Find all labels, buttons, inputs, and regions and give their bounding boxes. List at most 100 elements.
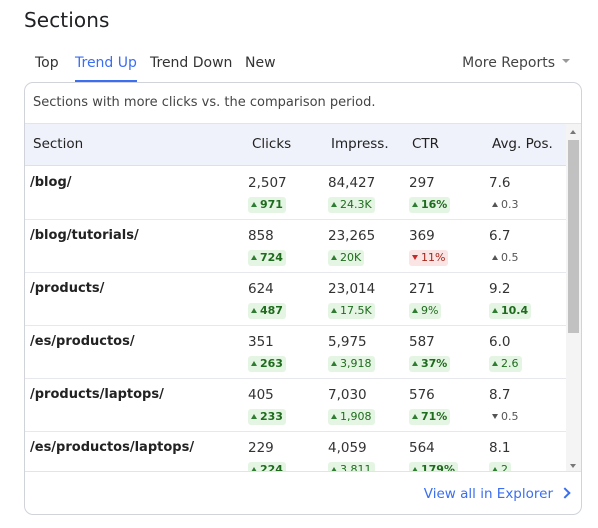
scroll-down-icon[interactable] — [570, 464, 576, 468]
delta-value: 0.5 — [501, 410, 519, 423]
report-tabs: Top Trend Up Trend Down New More Reports — [24, 55, 582, 82]
table-row[interactable]: /blog/tutorials/858 724 23,265 20K 369 11% 6.7… — [25, 220, 566, 273]
tab-label: Trend Up — [75, 55, 137, 71]
table-row[interactable]: /blog/2,507 971 84,427 24.3K 297 16% 7.6 0.3 — [25, 167, 566, 220]
clicks-value: 351 — [248, 334, 274, 350]
delta-value: 16% — [421, 198, 448, 211]
trend-up-icon — [251, 202, 257, 207]
card-description: Sections with more clicks vs. the compar… — [33, 95, 376, 110]
tab-trend-up[interactable]: Trend Up — [75, 55, 137, 82]
scroll-up-icon[interactable] — [570, 130, 576, 134]
trend-up-icon — [251, 414, 257, 419]
tab-label: New — [245, 55, 276, 71]
ctr-value: 587 — [409, 334, 435, 350]
clicks-value: 405 — [248, 387, 274, 403]
delta-badge: 10.4 — [489, 303, 532, 319]
trend-up-icon — [331, 308, 337, 313]
delta-value: 1,908 — [340, 410, 372, 423]
trend-up-icon — [331, 255, 337, 260]
view-all-label: View all in Explorer — [423, 486, 553, 502]
trend-up-icon — [331, 467, 337, 471]
section-name[interactable]: /products/laptops/ — [30, 387, 164, 402]
impressions-value: 4,059 — [328, 440, 367, 456]
avg-position-value: 7.6 — [489, 175, 511, 191]
delta-badge: 17.5K — [328, 303, 375, 319]
delta-value: 0.3 — [501, 198, 519, 211]
ctr-value: 576 — [409, 387, 435, 403]
trend-up-icon — [412, 308, 418, 313]
clicks-value: 229 — [248, 440, 274, 456]
impressions-value: 84,427 — [328, 175, 376, 191]
table-scrollbar[interactable] — [566, 124, 581, 471]
delta-value: 224 — [260, 463, 283, 471]
delta-value: 487 — [260, 304, 283, 317]
delta-badge: 724 — [248, 250, 286, 266]
column-header-section[interactable]: Section — [33, 136, 84, 152]
delta-value: 11% — [421, 251, 446, 264]
avg-position-value: 8.1 — [489, 440, 511, 456]
section-name[interactable]: /blog/tutorials/ — [30, 228, 139, 243]
ctr-value: 369 — [409, 228, 435, 244]
trend-up-icon — [251, 467, 257, 471]
tab-trend-down[interactable]: Trend Down — [150, 55, 232, 82]
delta-value: 17.5K — [340, 304, 372, 317]
ctr-value: 297 — [409, 175, 435, 191]
section-name[interactable]: /products/ — [30, 281, 105, 296]
column-header-ctr[interactable]: CTR — [412, 136, 440, 152]
delta-value: 2.6 — [501, 357, 519, 370]
section-name[interactable]: /es/productos/laptops/ — [30, 440, 195, 455]
delta-value: 20K — [340, 251, 362, 264]
trend-up-icon — [412, 202, 418, 207]
table-row[interactable]: /es/productos/laptops/229 224 4,059 3,811 56… — [25, 432, 566, 471]
trend-up-icon — [251, 308, 257, 313]
scrollbar-thumb[interactable] — [568, 140, 579, 333]
column-header-impressions[interactable]: Impress. — [331, 136, 389, 152]
impressions-value: 23,014 — [328, 281, 376, 297]
delta-value: 9% — [421, 304, 439, 317]
section-name[interactable]: /blog/ — [30, 175, 72, 190]
delta-value: 233 — [260, 410, 283, 423]
trend-up-icon — [251, 255, 257, 260]
delta-badge: 11% — [409, 250, 449, 266]
delta-badge: 0.3 — [489, 197, 522, 213]
ctr-value: 271 — [409, 281, 435, 297]
delta-badge: 1,908 — [328, 409, 375, 425]
view-all-explorer-link[interactable]: View all in Explorer — [423, 486, 571, 502]
more-reports-label: More Reports — [462, 55, 555, 71]
trend-down-icon — [412, 255, 418, 260]
table-row[interactable]: /products/laptops/405 233 7,030 1,908 576 71%… — [25, 379, 566, 432]
page-title: Sections — [24, 8, 110, 32]
avg-position-value: 6.0 — [489, 334, 511, 350]
table-row[interactable]: /es/productos/351 263 5,975 3,918 587 37% 6.0 2… — [25, 326, 566, 379]
delta-badge: 224 — [248, 462, 286, 471]
tab-new[interactable]: New — [245, 55, 276, 82]
delta-badge: 71% — [409, 409, 451, 425]
column-header-clicks[interactable]: Clicks — [252, 136, 292, 152]
delta-badge: 37% — [409, 356, 451, 372]
table-row[interactable]: /products/624 487 23,014 17.5K 271 9% 9.2 10.4 — [25, 273, 566, 326]
trend-up-icon — [492, 308, 498, 313]
card-footer: View all in Explorer — [25, 471, 581, 514]
column-header-avg-position[interactable]: Avg. Pos. — [492, 136, 553, 152]
delta-value: 971 — [260, 198, 283, 211]
trend-up-icon — [492, 361, 498, 366]
trend-up-icon — [412, 414, 418, 419]
impressions-value: 7,030 — [328, 387, 367, 403]
more-reports-dropdown[interactable]: More Reports — [462, 55, 570, 71]
delta-badge: 179% — [409, 462, 458, 471]
avg-position-value: 8.7 — [489, 387, 511, 403]
delta-value: 724 — [260, 251, 283, 264]
delta-badge: 3,918 — [328, 356, 375, 372]
clicks-value: 858 — [248, 228, 274, 244]
impressions-value: 5,975 — [328, 334, 367, 350]
section-name[interactable]: /es/productos/ — [30, 334, 135, 349]
trend-up-icon — [331, 361, 337, 366]
trend-up-icon — [251, 361, 257, 366]
delta-value: 3,811 — [340, 463, 372, 471]
tab-top[interactable]: Top — [35, 55, 59, 82]
sections-table: Section Clicks Impress. CTR Avg. Pos. /b… — [25, 123, 581, 471]
delta-badge: 971 — [248, 197, 286, 213]
table-header: Section Clicks Impress. CTR Avg. Pos. — [25, 124, 566, 166]
delta-badge: 2 — [489, 462, 511, 471]
trend-up-icon — [492, 255, 498, 260]
